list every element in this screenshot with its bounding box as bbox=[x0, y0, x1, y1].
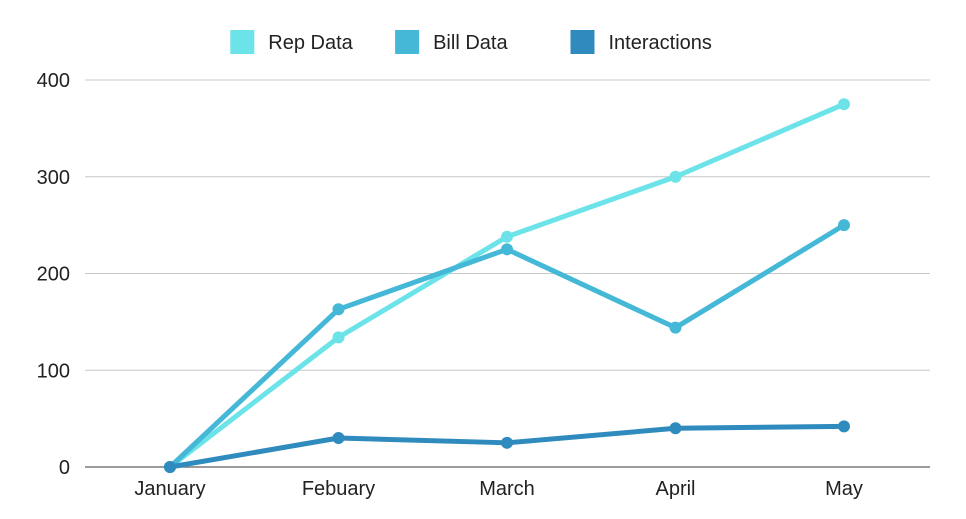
x-tick-label: March bbox=[479, 478, 535, 500]
series-bill-data bbox=[164, 219, 850, 473]
data-point bbox=[332, 303, 345, 316]
legend-swatch bbox=[230, 30, 255, 54]
data-point bbox=[501, 230, 513, 243]
legend-swatch bbox=[395, 30, 420, 54]
series-interactions bbox=[164, 420, 850, 473]
data-point bbox=[501, 436, 513, 449]
legend-label: Interactions bbox=[609, 32, 712, 54]
data-point bbox=[669, 321, 682, 334]
y-tick-label: 300 bbox=[37, 167, 70, 189]
y-tick-label: 400 bbox=[37, 70, 70, 92]
data-point bbox=[332, 331, 345, 344]
x-tick-label: January bbox=[134, 478, 205, 500]
data-point bbox=[332, 431, 345, 444]
legend: Rep Data Bill Data Interactions bbox=[230, 30, 712, 54]
series-layer bbox=[164, 98, 850, 473]
legend-item: Bill Data bbox=[395, 30, 508, 54]
series-line bbox=[167, 222, 847, 470]
legend-label: Rep Data bbox=[268, 32, 353, 54]
x-tick-label: May bbox=[825, 478, 863, 500]
data-point bbox=[838, 98, 850, 111]
x-tick-label: Febuary bbox=[302, 478, 375, 500]
data-point bbox=[838, 420, 850, 433]
legend-item: Rep Data bbox=[230, 30, 354, 54]
x-axis-tick-labels: January Febuary March April May bbox=[134, 478, 862, 500]
data-point bbox=[501, 243, 513, 256]
gridlines bbox=[85, 79, 930, 468]
x-tick-label: April bbox=[655, 478, 695, 500]
legend-swatch bbox=[570, 30, 595, 54]
data-point bbox=[164, 461, 176, 473]
y-tick-label: 200 bbox=[37, 264, 70, 286]
legend-label: Bill Data bbox=[433, 32, 508, 54]
y-tick-label: 100 bbox=[37, 360, 70, 382]
data-point bbox=[669, 170, 682, 183]
series-rep-data bbox=[164, 98, 850, 473]
y-axis-tick-labels: 0 100 200 300 400 bbox=[37, 70, 70, 479]
legend-item: Interactions bbox=[570, 30, 712, 54]
data-point bbox=[669, 422, 682, 435]
data-point bbox=[838, 219, 850, 232]
y-tick-label: 0 bbox=[59, 457, 70, 479]
